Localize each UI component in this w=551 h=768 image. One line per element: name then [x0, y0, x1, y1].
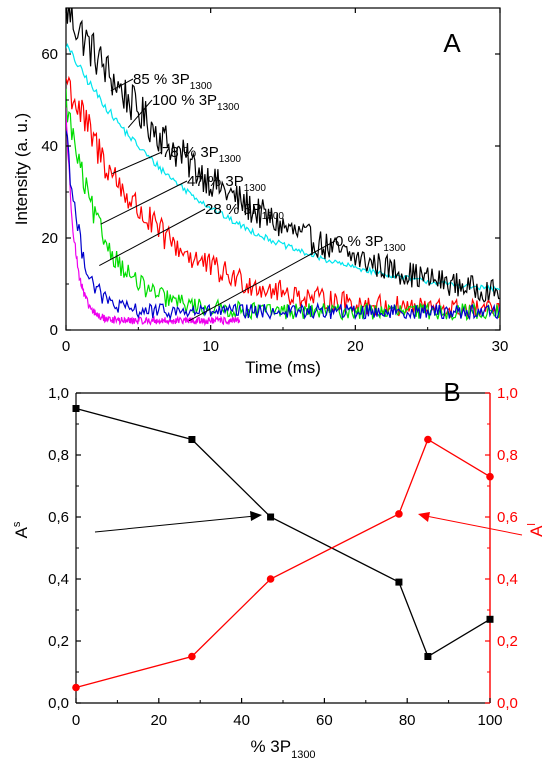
panel-b-right-axis-title-main: A — [527, 525, 546, 537]
panel-b-left-tick-label: 0,2 — [48, 633, 69, 650]
panel-a-series-leader — [100, 180, 188, 225]
panel-b-right-tick-label: 1,0 — [497, 385, 518, 402]
right-axis-arrowhead — [418, 512, 430, 522]
panel-b-data-point — [267, 513, 275, 521]
panel-b-series-line — [75, 407, 491, 658]
panel-a-series-leader — [99, 208, 206, 267]
panel-a-series-label-main: 100 % 3P — [152, 92, 217, 109]
panel-a-ticks: 0 10 20 30 0 20 40 60 — [41, 8, 508, 355]
panel-a-series-leader — [112, 151, 163, 175]
panel-b: 0 20 40 60 80 1000,00,20,40,60,81,00,00,20,40… — [11, 377, 546, 761]
panel-b-left-axis-title: As — [11, 521, 31, 538]
panel-a-series-label-sub: 1300 — [217, 102, 240, 113]
panel-b-left-axis-title-main: A — [12, 526, 31, 538]
panel-a-series-label-main: 0 % 3P — [335, 233, 383, 250]
panel-b-x-tick-label: 20 — [150, 712, 167, 729]
panel-a-x-tick-label: 0 — [62, 338, 70, 355]
panel-a-y-tick-label: 20 — [41, 230, 58, 247]
panel-b-data-point — [486, 615, 494, 623]
panel-b-arrows — [94, 511, 523, 536]
panel-b-series-line — [75, 438, 491, 689]
panel-b-left-tick-label: 0,0 — [48, 695, 69, 712]
panel-a-frame — [65, 7, 501, 331]
panel-b-right-tick-label: 0,6 — [497, 509, 518, 526]
panel-b-right-tick-label: 0,4 — [497, 571, 518, 588]
panel-b-data-point — [188, 436, 196, 443]
panel-b-left-tick-label: 1,0 — [48, 385, 69, 402]
panel-b-x-tick-label: 0 — [72, 712, 80, 729]
panel-a-series-label-main: 78 % 3P — [162, 144, 219, 161]
panel-b-x-tick-label: 40 — [233, 712, 250, 729]
panel-a-series-label: 47 % 3P1300 — [187, 173, 266, 194]
panel-b-data-point — [395, 578, 403, 586]
panel-b-data-point — [424, 653, 432, 660]
panel-a-curves — [66, 8, 500, 327]
panel-a-series-leader — [127, 99, 153, 128]
panel-a-series-label-main: 28 % 3P — [205, 201, 262, 218]
panel-a-series-label: 85 % 3P1300 — [133, 71, 212, 92]
panel-b-series — [72, 405, 494, 692]
panel-b-data-point — [486, 472, 494, 481]
panel-a-series-label-sub: 1300 — [262, 211, 285, 222]
panel-a-series-label-main: 47 % 3P — [187, 173, 244, 190]
panel-b-right-tick-label: 0,0 — [497, 695, 518, 712]
panel-a-x-tick-label: 30 — [492, 338, 509, 355]
panel-a-series-label: 78 % 3P1300 — [162, 144, 241, 165]
panel-a-series-label-sub: 1300 — [219, 154, 242, 165]
panel-b-data-point — [395, 510, 403, 518]
panel-a-x-axis-title: Time (ms) — [245, 358, 321, 377]
panel-a-y-tick-label: 0 — [50, 322, 58, 339]
panel-b-x-axis-title-sub: 1300 — [291, 749, 315, 761]
panel-b-right-axis-title: Al — [526, 523, 546, 537]
panel-a-x-tick-label: 10 — [202, 338, 219, 355]
panel-b-right-axis-title-sup: l — [526, 523, 538, 525]
panel-a-series-label: 100 % 3P1300 — [152, 92, 240, 113]
panel-b-right-tick-label: 0,2 — [497, 633, 518, 650]
panel-b-ticks: 0 20 40 60 80 1000,00,20,40,60,81,00,00,20,40… — [48, 385, 518, 729]
panel-a-y-tick-label: 60 — [41, 46, 58, 63]
panel-a-y-axis-title: Intensity (a. u.) — [12, 113, 31, 225]
panel-b-right-tick-label: 0,8 — [497, 447, 518, 464]
panel-b-data-point — [72, 405, 80, 412]
panel-a-series-leader — [110, 78, 134, 92]
panel-b-data-point — [266, 575, 275, 583]
panel-a-series-line — [66, 107, 241, 327]
panel-a-series-line — [66, 88, 500, 322]
panel-a-series-label: 0 % 3P1300 — [335, 233, 406, 254]
panel-b-left-axis-title-sup: s — [11, 521, 23, 527]
panel-b-data-point — [72, 683, 80, 692]
panel-b-x-tick-label: 60 — [316, 712, 333, 729]
left-axis-arrowhead — [250, 511, 262, 521]
panel-a-series-line — [66, 8, 500, 303]
panel-b-x-axis-title: % 3P1300 — [250, 737, 315, 761]
left-axis-arrow — [94, 515, 256, 533]
panel-b-left-tick-label: 0,6 — [48, 509, 69, 526]
panel-a-series-label: 28 % 3P1300 — [205, 201, 284, 222]
panel-b-left-tick-label: 0,4 — [48, 571, 69, 588]
panel-b-data-point — [188, 652, 196, 661]
panel-b-left-tick-label: 0,8 — [48, 447, 69, 464]
panel-a-series-line — [66, 42, 500, 293]
panel-a-y-tick-label: 40 — [41, 138, 58, 155]
panel-a-series-line — [66, 130, 500, 321]
panel-b-data-point — [424, 435, 432, 444]
panel-b-x-tick-label: 80 — [399, 712, 416, 729]
panel-b-x-axis-title-main: % 3P — [250, 737, 291, 756]
panel-a-series-label-sub: 1300 — [190, 81, 213, 92]
panel-a-series-leader — [188, 240, 336, 322]
panel-a-series-label-main: 85 % 3P — [133, 71, 190, 88]
panel-a-series-label-sub: 1300 — [383, 243, 406, 254]
panel-b-letter: B — [443, 377, 460, 407]
right-axis-arrow — [425, 515, 523, 536]
panel-a-series-label-sub: 1300 — [244, 183, 267, 194]
panel-a-x-tick-label: 20 — [347, 338, 364, 355]
panel-b-x-tick-label: 100 — [477, 712, 502, 729]
panel-a-letter: A — [443, 28, 461, 58]
